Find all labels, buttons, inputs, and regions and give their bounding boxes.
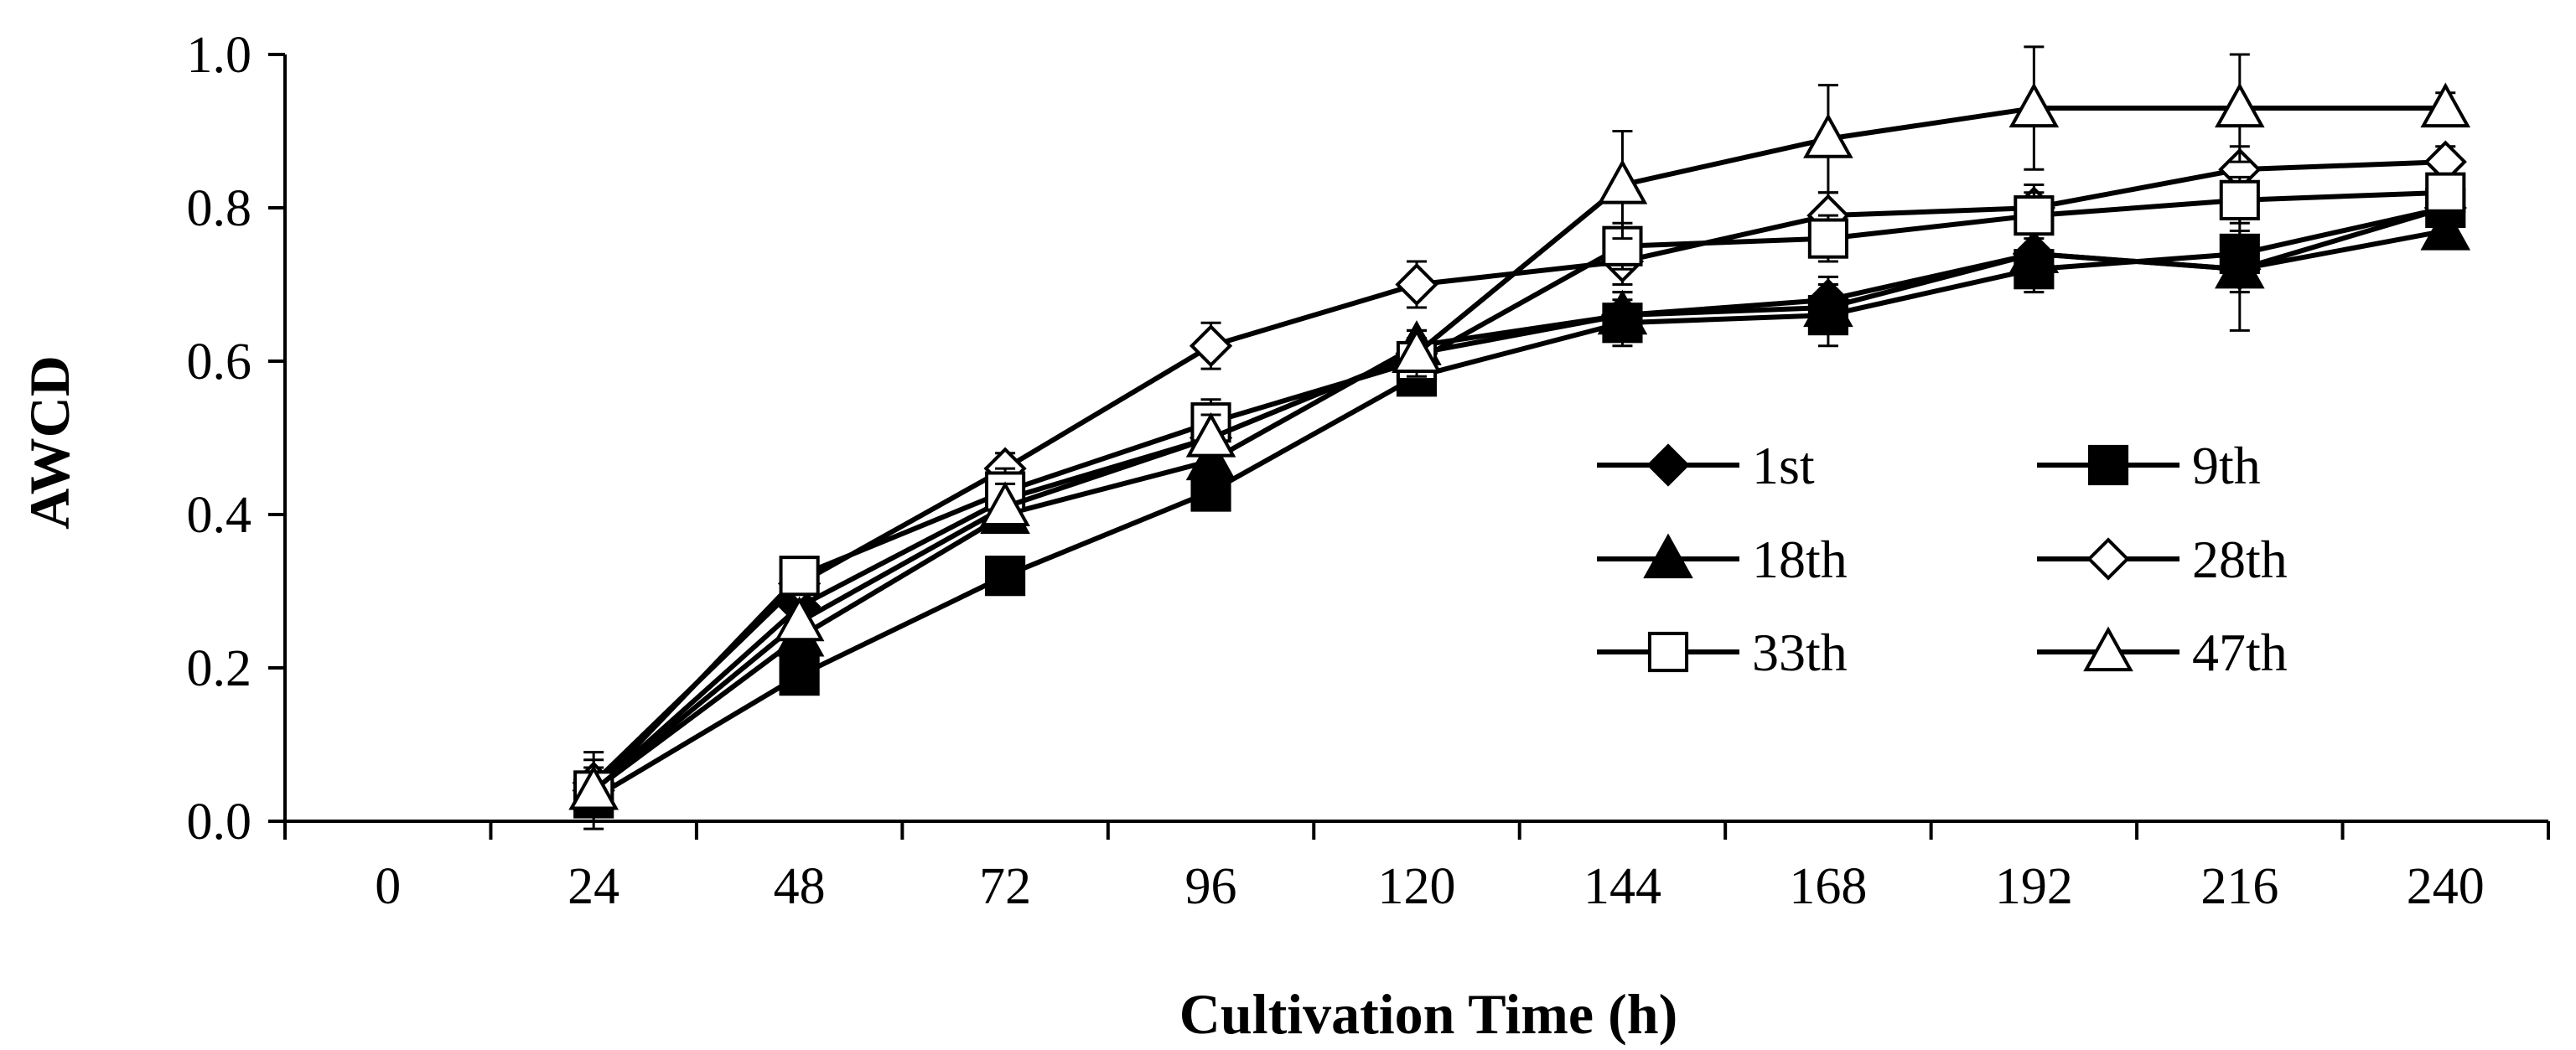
series-line xyxy=(592,189,2446,793)
legend-marker xyxy=(2087,444,2129,486)
legend-label: 47th xyxy=(2192,623,2288,682)
x-tick-label: 72 xyxy=(979,858,1031,915)
data-point xyxy=(985,556,1026,597)
legend-label: 33th xyxy=(1752,623,1848,682)
series-line xyxy=(592,159,2446,785)
series-1st xyxy=(572,186,2467,815)
x-tick-label: 48 xyxy=(774,858,826,915)
legend-item-33th: 33th xyxy=(1597,623,1848,682)
data-point xyxy=(980,481,1030,526)
legend-item-47th: 47th xyxy=(2037,623,2288,682)
legend-marker xyxy=(1643,533,1693,579)
data-point xyxy=(2425,172,2466,213)
x-tick-label: 96 xyxy=(1185,858,1237,915)
data-point xyxy=(779,556,820,597)
data-point xyxy=(1392,328,1442,373)
data-point xyxy=(1803,282,1853,328)
series-line xyxy=(592,106,2446,793)
y-tick-label: 0.8 xyxy=(187,180,252,237)
x-tick-label: 192 xyxy=(1995,858,2073,915)
data-point xyxy=(779,655,820,696)
data-point xyxy=(2008,228,2060,274)
legend-marker xyxy=(2086,537,2130,581)
series-line xyxy=(592,205,2447,793)
series-18th xyxy=(568,204,2471,810)
x-tick-label: 240 xyxy=(2407,858,2485,915)
y-tick-label: 0.0 xyxy=(187,794,252,851)
legend-marker xyxy=(1646,443,1690,487)
series-9th xyxy=(573,187,2466,819)
data-point xyxy=(2219,179,2260,220)
data-point xyxy=(774,596,825,642)
x-tick-label: 0 xyxy=(375,858,401,915)
y-tick-label: 0.2 xyxy=(187,640,252,697)
legend-item-28th: 28th xyxy=(2037,530,2288,589)
data-point xyxy=(2420,82,2471,128)
x-tick-label: 144 xyxy=(1583,858,1661,915)
series-28th xyxy=(572,140,2467,808)
legend-item-18th: 18th xyxy=(1597,530,1848,589)
x-tick-label: 216 xyxy=(2200,858,2278,915)
data-point xyxy=(1395,262,1438,307)
legend-label: 18th xyxy=(1752,530,1848,589)
legend-item-1st: 1st xyxy=(1597,436,1815,495)
series-line xyxy=(592,228,2446,793)
x-tick-label: 168 xyxy=(1789,858,1867,915)
data-point xyxy=(2008,82,2060,128)
data-point xyxy=(568,764,619,810)
data-point xyxy=(2014,195,2055,236)
y-tick-label: 0.4 xyxy=(187,487,252,544)
series-line xyxy=(592,205,2446,801)
legend-marker xyxy=(1647,631,1689,673)
data-point xyxy=(2215,82,2265,128)
legend-label: 9th xyxy=(2192,436,2261,495)
legend-marker xyxy=(2083,626,2133,672)
data-point xyxy=(2215,243,2265,289)
x-tick-label: 120 xyxy=(1378,858,1456,915)
series-47th xyxy=(568,45,2471,830)
series-33th xyxy=(573,172,2466,811)
data-point xyxy=(1803,113,1853,158)
legend-label: 1st xyxy=(1752,436,1815,495)
data-point xyxy=(1807,218,1848,259)
x-axis-title: Cultivation Time (h) xyxy=(1179,982,1677,1046)
legend-label: 28th xyxy=(2192,530,2288,589)
data-point xyxy=(1185,411,1236,458)
legend-item-9th: 9th xyxy=(2037,436,2261,495)
x-tick-label: 24 xyxy=(568,858,619,915)
axes: 0.0 0.2 0.4 0.6 0.8 1.0 0 24 48 72 96 120 144 168 192 2… xyxy=(187,27,2550,915)
y-tick-label: 1.0 xyxy=(187,27,252,84)
y-axis-title: AWCD xyxy=(18,355,81,530)
data-point xyxy=(2420,204,2471,251)
y-tick-label: 0.6 xyxy=(187,334,252,391)
data-point xyxy=(1597,289,1648,335)
series-layer xyxy=(568,45,2471,830)
data-point xyxy=(1597,159,1648,204)
data-point xyxy=(1189,324,1233,368)
legend: 1st 9th 18th 28th 33th 47th xyxy=(1597,436,2288,682)
